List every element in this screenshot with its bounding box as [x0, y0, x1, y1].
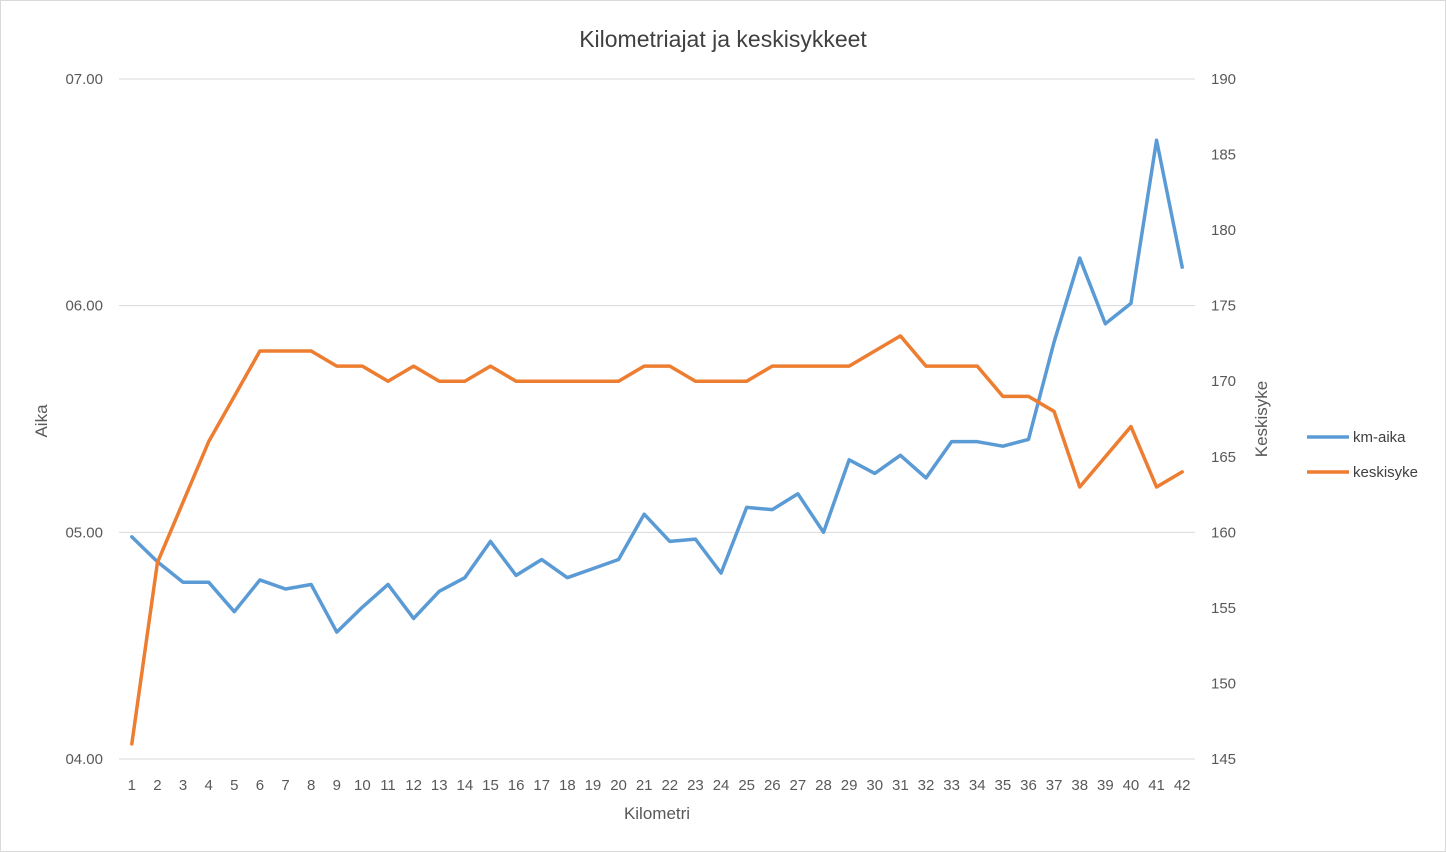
x-tick-label: 1 [128, 777, 136, 794]
y-right-tick-label: 190 [1211, 71, 1236, 88]
x-tick-label: 14 [457, 777, 474, 794]
x-tick-label: 41 [1148, 777, 1165, 794]
x-tick-label: 30 [866, 777, 883, 794]
x-tick-label: 29 [841, 777, 858, 794]
x-tick-label: 34 [969, 777, 986, 794]
y-axis-right-ticks: 145 150 155 160 165 170 175 180 185 190 [1211, 71, 1236, 768]
x-tick-label: 5 [230, 777, 238, 794]
series-line-keskisyke [130, 334, 1184, 746]
y-right-tick-label: 170 [1211, 373, 1236, 390]
legend: km-aika keskisyke [1307, 429, 1418, 481]
y-left-tick-label: 07.00 [65, 71, 103, 88]
x-tick-label: 24 [713, 777, 730, 794]
x-tick-label: 37 [1046, 777, 1063, 794]
y-right-tick-label: 145 [1211, 751, 1236, 768]
x-tick-label: 19 [585, 777, 602, 794]
x-axis-ticks: 1 2 3 4 5 6 7 8 9 10 11 12 13 14 15 16 17 18 19 20 21 22 23 24 2… [128, 777, 1191, 794]
x-tick-label: 22 [661, 777, 678, 794]
y-right-tick-label: 160 [1211, 524, 1236, 541]
y-left-tick-label: 05.00 [65, 524, 103, 541]
x-tick-label: 21 [636, 777, 653, 794]
y-right-tick-label: 155 [1211, 600, 1236, 617]
x-tick-label: 40 [1123, 777, 1140, 794]
x-tick-label: 8 [307, 777, 315, 794]
x-axis-title: Kilometri [624, 804, 690, 823]
x-tick-label: 12 [405, 777, 422, 794]
x-tick-label: 26 [764, 777, 781, 794]
x-tick-label: 25 [738, 777, 755, 794]
x-tick-label: 33 [943, 777, 960, 794]
x-tick-label: 9 [333, 777, 341, 794]
legend-label-km-aika: km-aika [1353, 429, 1406, 446]
x-tick-label: 17 [533, 777, 550, 794]
x-tick-label: 42 [1174, 777, 1191, 794]
y-right-tick-label: 150 [1211, 675, 1236, 692]
x-tick-label: 31 [892, 777, 909, 794]
chart-title: Kilometriajat ja keskisykkeet [579, 26, 867, 52]
x-tick-label: 20 [610, 777, 627, 794]
y-axis-left-ticks: 04.00 05.00 06.00 07.00 [65, 71, 103, 768]
y-axis-right-title: Keskisyke [1252, 381, 1271, 458]
x-tick-label: 11 [380, 777, 396, 794]
legend-label-keskisyke: keskisyke [1353, 464, 1418, 481]
gridlines [119, 78, 1195, 760]
y-right-tick-label: 180 [1211, 222, 1236, 239]
y-axis-left-title: Aika [32, 404, 51, 438]
y-left-tick-label: 04.00 [65, 751, 103, 768]
x-tick-label: 36 [1020, 777, 1037, 794]
x-tick-label: 15 [482, 777, 499, 794]
x-tick-label: 39 [1097, 777, 1114, 794]
x-tick-label: 32 [918, 777, 935, 794]
y-left-tick-label: 06.00 [65, 298, 103, 315]
series-line-km-aika [130, 138, 1184, 634]
x-tick-label: 35 [995, 777, 1012, 794]
x-tick-label: 3 [179, 777, 187, 794]
x-tick-label: 4 [204, 777, 212, 794]
x-tick-label: 2 [153, 777, 161, 794]
x-tick-label: 18 [559, 777, 576, 794]
y-right-tick-label: 165 [1211, 449, 1236, 466]
x-tick-label: 28 [815, 777, 832, 794]
y-right-tick-label: 175 [1211, 298, 1236, 315]
y-right-tick-label: 185 [1211, 147, 1236, 164]
x-tick-label: 27 [790, 777, 807, 794]
x-tick-label: 38 [1071, 777, 1088, 794]
x-tick-label: 6 [256, 777, 264, 794]
x-tick-label: 16 [508, 777, 525, 794]
x-tick-label: 23 [687, 777, 704, 794]
x-tick-label: 7 [281, 777, 289, 794]
x-tick-label: 13 [431, 777, 448, 794]
series-lines [130, 138, 1184, 746]
x-tick-label: 10 [354, 777, 371, 794]
